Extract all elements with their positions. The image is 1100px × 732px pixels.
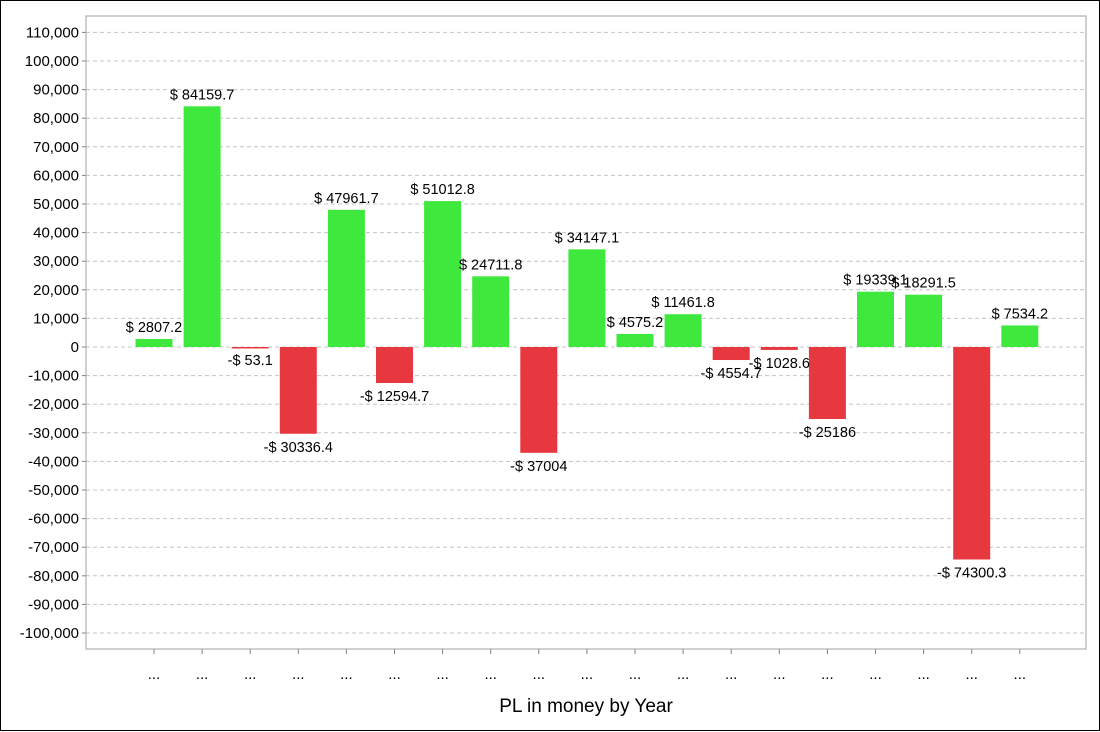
y-tick-label: -60,000 (28, 511, 79, 528)
data-label: -$ 1028.6 (749, 356, 810, 372)
x-tick-label: ... (677, 666, 690, 683)
y-tick-label: -90,000 (28, 596, 79, 613)
y-tick-label: 10,000 (33, 310, 79, 327)
bar (808, 347, 846, 420)
y-tick-label: 110,000 (26, 24, 79, 41)
x-axis-title: PL in money by Year (499, 696, 673, 717)
bar (520, 347, 558, 453)
y-tick-label: 60,000 (33, 167, 79, 184)
data-label: -$ 74300.3 (937, 565, 1006, 581)
x-tick-label: ... (340, 666, 353, 683)
bar (135, 338, 173, 347)
bar (760, 347, 798, 350)
bar (905, 294, 943, 347)
y-tick-label: 40,000 (33, 225, 79, 242)
data-label: -$ 12594.7 (360, 389, 429, 405)
data-label: -$ 37004 (510, 459, 567, 475)
data-label: -$ 30336.4 (264, 440, 333, 456)
bar (183, 106, 221, 348)
data-labels: $ 2807.2 $ 84159.7 -$ 53.1 -$ 30336.4 $ 4796… (126, 87, 1048, 581)
y-tick-label: -80,000 (28, 568, 79, 585)
x-tick-label: ... (869, 666, 882, 683)
data-label: $ 19339.1 (843, 273, 908, 289)
bar (616, 333, 654, 347)
x-tick-label: ... (725, 666, 738, 683)
y-tick-label: -70,000 (28, 539, 79, 556)
x-tick-label: ... (533, 666, 546, 683)
y-tick-label: 30,000 (33, 253, 79, 270)
y-tick-label: -40,000 (28, 453, 79, 470)
bar (376, 347, 413, 384)
x-tick-label: ... (244, 666, 257, 683)
data-label: $ 84159.7 (170, 87, 235, 103)
x-tick-label: ... (1014, 666, 1027, 683)
x-tick-label: ... (292, 666, 305, 683)
data-label: -$ 25186 (799, 425, 856, 441)
bars (135, 106, 1039, 560)
bar (857, 291, 894, 347)
y-tick-label: -50,000 (28, 482, 79, 499)
data-label: $ 18291.5 (891, 276, 956, 292)
y-tick-label: -100,000 (20, 625, 79, 642)
data-label: $ 24711.8 (459, 257, 522, 273)
y-tick-label: -30,000 (28, 425, 79, 442)
x-tick-label: ... (917, 666, 930, 683)
bar (568, 249, 606, 347)
plot-border (85, 15, 1087, 650)
bar (664, 314, 702, 347)
x-tick-label: ... (581, 666, 594, 683)
data-label: -$ 53.1 (228, 353, 273, 369)
bar (327, 209, 365, 347)
data-label: $ 34147.1 (555, 230, 620, 246)
data-label: $ 2807.2 (126, 320, 182, 336)
y-tick-label: -20,000 (28, 396, 79, 413)
y-tick-label: 90,000 (33, 82, 79, 99)
y-tick-label: 100,000 (25, 53, 79, 70)
y-tick-label: 80,000 (33, 110, 79, 127)
bar (1001, 325, 1039, 347)
y-tick-label: 0 (71, 339, 79, 356)
y-tick-label: 20,000 (33, 282, 79, 299)
x-tick-label: ... (773, 666, 786, 683)
y-tick-label: -10,000 (28, 368, 79, 385)
data-label: $ 11461.8 (651, 295, 714, 311)
x-tick-label: ... (436, 666, 449, 683)
y-tick-label: 70,000 (33, 139, 79, 156)
data-label: $ 51012.8 (410, 182, 475, 198)
bar (231, 347, 269, 349)
data-label: $ 4575.2 (607, 315, 663, 331)
x-tick-label: ... (821, 666, 834, 683)
data-label: $ 7534.2 (992, 306, 1048, 322)
bar (953, 347, 991, 560)
data-label: $ 47961.7 (314, 191, 379, 207)
bar (279, 347, 317, 434)
x-axis-ticks: ........................................… (148, 649, 1026, 683)
x-tick-label: ... (196, 666, 209, 683)
x-tick-label: ... (148, 666, 161, 683)
y-axis-ticks: 110,000 100,000 90,000 80,000 70,000 60,000 50… (20, 24, 86, 642)
x-tick-label: ... (484, 666, 497, 683)
data-label: -$ 4554.7 (701, 366, 762, 382)
bar (712, 347, 750, 361)
bar (472, 276, 510, 347)
y-tick-label: 50,000 (33, 196, 79, 213)
x-tick-label: ... (629, 666, 642, 683)
bar (424, 201, 462, 347)
x-tick-label: ... (388, 666, 401, 683)
x-tick-label: ... (965, 666, 978, 683)
